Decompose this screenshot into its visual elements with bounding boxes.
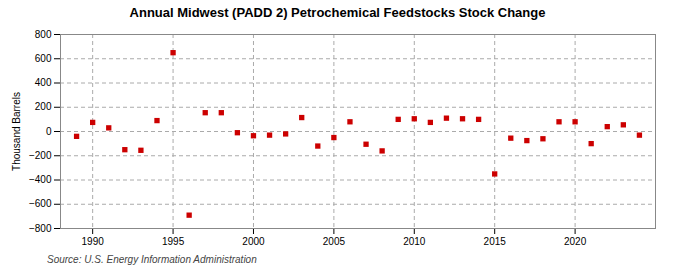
svg-text:2010: 2010 xyxy=(403,236,426,247)
svg-text:1995: 1995 xyxy=(162,236,185,247)
svg-text:800: 800 xyxy=(35,29,52,40)
svg-text:600: 600 xyxy=(35,53,52,64)
svg-text:−600: −600 xyxy=(29,198,52,209)
svg-text:400: 400 xyxy=(35,77,52,88)
svg-text:−800: −800 xyxy=(29,223,52,234)
html-text:Source: U.S. Energy Informatio: Source: U.S. Energy Information Administ… xyxy=(47,254,257,265)
svg-text:−200: −200 xyxy=(29,150,52,161)
svg-text:0: 0 xyxy=(46,126,52,137)
svg-text:−400: −400 xyxy=(29,174,52,185)
svg-text:2005: 2005 xyxy=(323,236,346,247)
svg-text:1990: 1990 xyxy=(82,236,105,247)
svg-text:Thousand Barrels: Thousand Barrels xyxy=(11,92,22,171)
svg-text:2020: 2020 xyxy=(564,236,587,247)
svg-text:200: 200 xyxy=(35,101,52,112)
svg-text:2015: 2015 xyxy=(484,236,507,247)
svg-text:2000: 2000 xyxy=(242,236,265,247)
html-text:Annual Midwest (PADD 2) Petroc: Annual Midwest (PADD 2) Petrochemical Fe… xyxy=(129,5,546,20)
